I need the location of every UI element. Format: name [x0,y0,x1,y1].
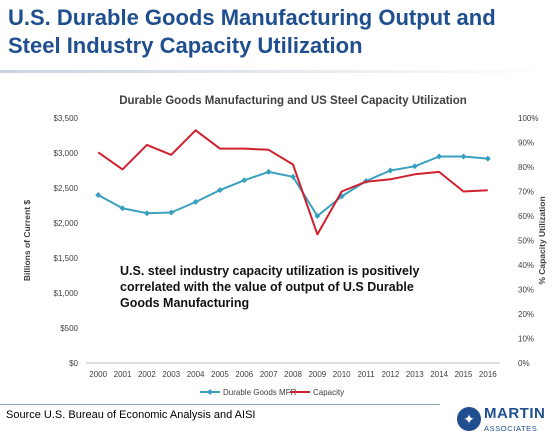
y-left-tick-label: $1,000 [54,289,79,298]
y-right-tick-label: 0% [518,359,530,368]
x-tick-label: 2000 [89,370,107,379]
title-divider [0,70,556,73]
x-tick-label: 2010 [333,370,351,379]
y-right-tick-label: 60% [518,212,534,221]
data-point [119,205,126,212]
y-left-tick-label: $2,000 [54,219,79,228]
y-right-tick-label: 90% [518,139,534,148]
data-point [192,199,199,205]
x-tick-label: 2003 [162,370,180,379]
logo-subtitle: ASSOCIATES [484,424,538,433]
data-point [484,155,491,162]
y-left-tick-label: $0 [69,359,78,368]
y-right-tick-label: 20% [518,310,534,319]
y-right-tick-label: 50% [518,237,534,246]
y-left-tick-label: $500 [60,324,78,333]
x-tick-label: 2002 [138,370,156,379]
y-right-tick-label: 70% [518,188,534,197]
data-point [216,187,223,194]
x-tick-label: 2004 [187,370,205,379]
data-point [168,209,175,216]
data-point [95,192,102,198]
x-tick-label: 2009 [308,370,326,379]
x-tick-label: 2008 [284,370,302,379]
y-left-tick-label: $3,500 [54,114,79,123]
data-point [338,193,345,200]
slide-title: U.S. Durable Goods Manufacturing Output … [8,5,496,58]
company-logo: ✦ MARTIN ASSOCIATES [457,404,552,436]
source-note: Source U.S. Bureau of Economic Analysis … [6,409,256,421]
y-left-tick-label: $2,500 [54,184,79,193]
y-right-tick-label: 10% [518,335,534,344]
data-point [460,153,467,160]
compass-icon: ✦ [457,407,481,431]
y-right-tick-label: 100% [518,114,538,123]
x-tick-label: 2012 [382,370,400,379]
y-left-tick-label: $1,500 [54,254,79,263]
y-left-tick-label: $3,000 [54,149,79,158]
y-left-axis-title: Billions of Current $ [22,200,32,282]
line-chart: Durable Goods Manufacturing and US Steel… [22,95,547,397]
x-tick-label: 2006 [235,370,253,379]
y-right-tick-label: 30% [518,286,534,295]
data-point [411,163,418,170]
footer-divider [0,404,440,405]
y-right-axis-title: % Capacity Utilization [537,196,547,284]
series-line-2 [97,129,488,236]
legend-label-2: Capacity [313,388,344,397]
x-tick-label: 2001 [114,370,132,379]
logo-name: MARTIN [484,405,546,422]
y-right-tick-label: 40% [518,261,534,270]
data-point [436,153,443,160]
data-point [387,167,394,174]
chart-title: Durable Goods Manufacturing and US Steel… [119,95,467,107]
chart-callout: U.S. steel industry capacity utilization… [120,264,420,310]
y-right-tick-label: 80% [518,163,534,172]
data-point [314,213,321,219]
x-tick-label: 2011 [357,370,375,379]
x-tick-label: 2007 [260,370,278,379]
legend-label-1: Durable Goods MFR [223,388,297,397]
data-point [241,177,248,184]
x-tick-label: 2005 [211,370,229,379]
x-tick-label: 2015 [455,370,473,379]
legend-marker-1 [207,389,213,395]
x-tick-label: 2016 [479,370,497,379]
data-point [143,210,150,217]
data-point [290,173,296,180]
x-tick-label: 2013 [406,370,424,379]
data-point [265,168,272,175]
x-tick-label: 2014 [430,370,448,379]
